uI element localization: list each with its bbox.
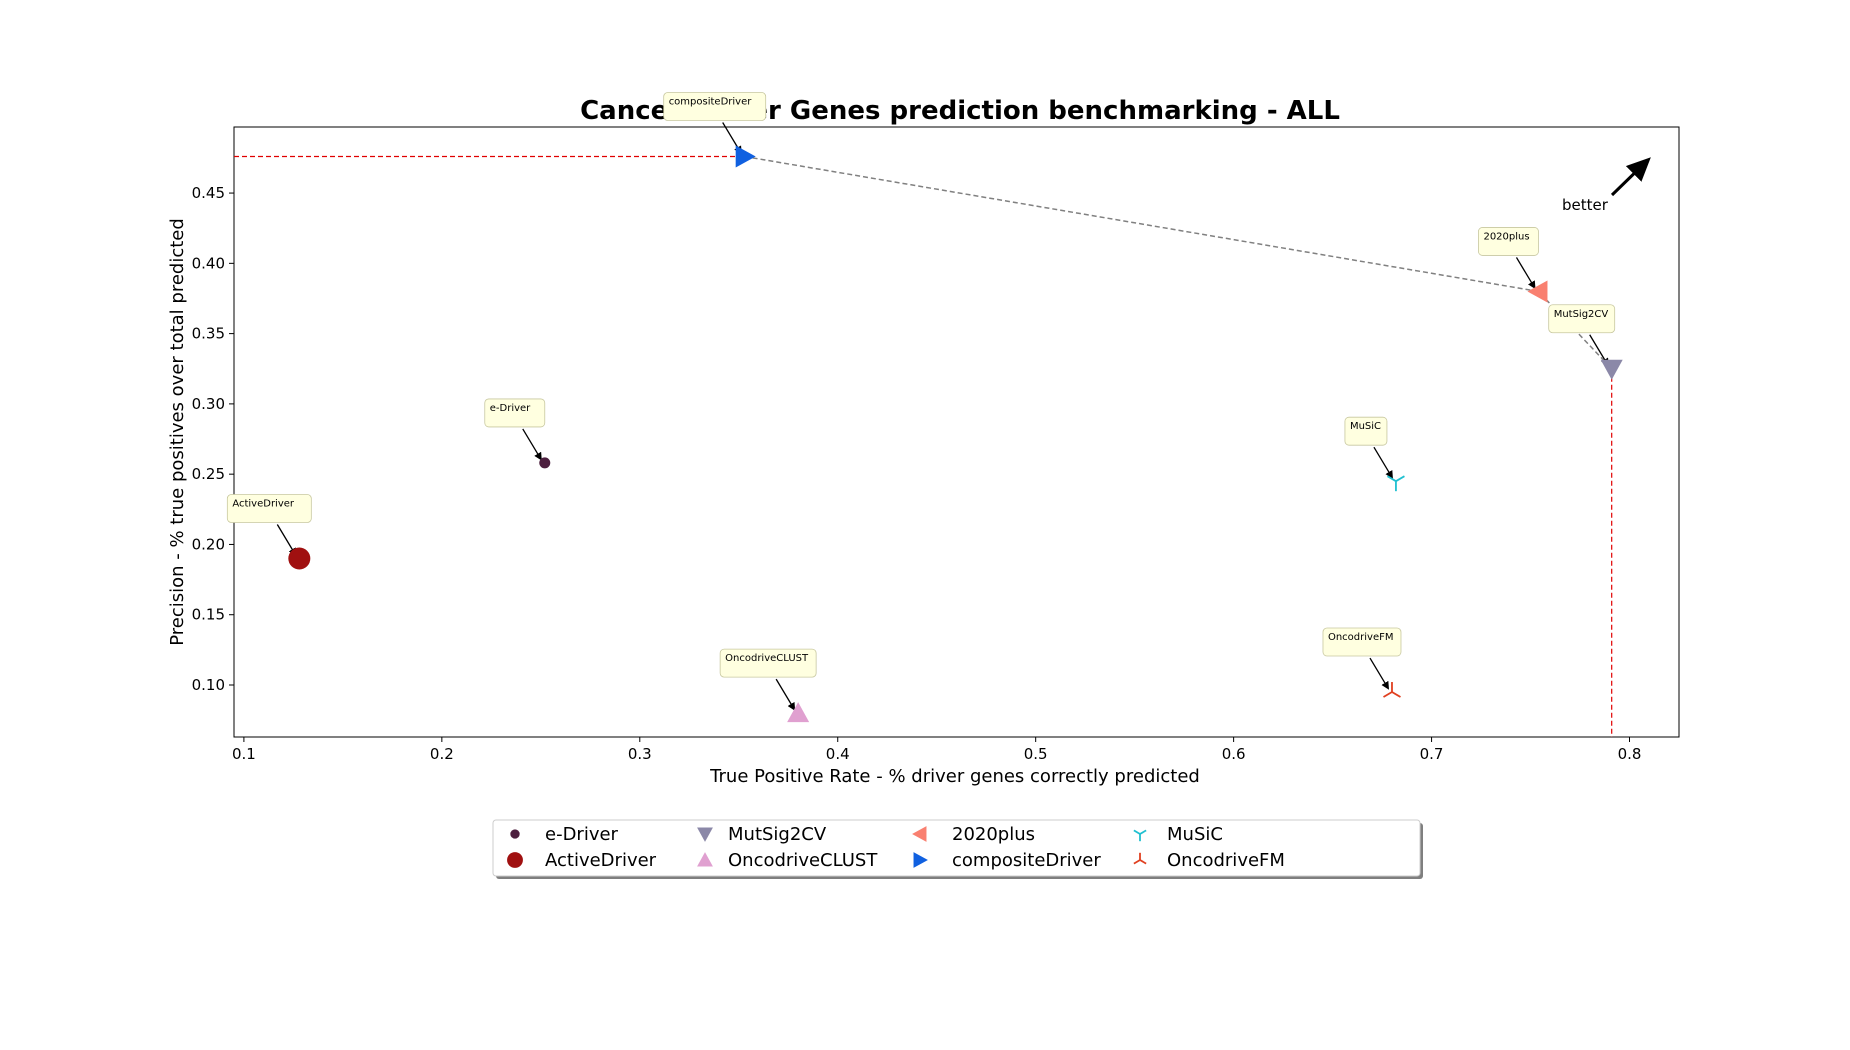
legend-item-oncodrivefm: OncodriveFM bbox=[1133, 850, 1285, 871]
legend-box bbox=[492, 819, 1421, 877]
x-axis-label: True Positive Rate - % driver genes corr… bbox=[709, 766, 1200, 787]
legend-marker-2020plus bbox=[912, 826, 927, 842]
y-tick-label: 0.10 bbox=[192, 676, 225, 694]
annotation-text: e-Driver bbox=[490, 403, 531, 414]
point-oncodrivefm bbox=[1383, 682, 1401, 698]
legend-marker-activedriver bbox=[507, 852, 523, 868]
x-tick-label: 0.7 bbox=[1420, 745, 1444, 763]
annotation-box bbox=[663, 92, 767, 121]
annotation-box bbox=[1344, 416, 1388, 446]
x-tick-label: 0.6 bbox=[1222, 745, 1246, 763]
x-tick-label: 0.2 bbox=[430, 745, 454, 763]
legend-label: 2020plus bbox=[952, 824, 1035, 845]
pareto-front-line bbox=[744, 155, 1613, 370]
legend-item-activedriver: ActiveDriver bbox=[507, 850, 657, 871]
point-compositedriver bbox=[735, 145, 756, 168]
annotation-arrow bbox=[1369, 657, 1390, 690]
annotation-music: MuSiC bbox=[1344, 416, 1393, 479]
point-oncodriveclust bbox=[787, 702, 810, 723]
better-arrow bbox=[1610, 157, 1651, 197]
guide-lines bbox=[234, 155, 1613, 737]
annotation-text: ActiveDriver bbox=[232, 498, 295, 509]
legend-label: ActiveDriver bbox=[545, 850, 657, 871]
annotation-arrow bbox=[1515, 257, 1536, 290]
y-tick-label: 0.25 bbox=[192, 465, 225, 483]
annotation-arrow bbox=[522, 428, 542, 461]
legend-item-music: MuSiC bbox=[1133, 824, 1223, 845]
annotation-activedriver: ActiveDriver bbox=[226, 494, 312, 557]
annotation-box bbox=[1322, 627, 1402, 657]
annotation-text: OncodriveFM bbox=[1328, 632, 1394, 643]
legend-label: OncodriveCLUST bbox=[728, 850, 878, 871]
x-tick-label: 0.5 bbox=[1024, 745, 1048, 763]
legend-item-e-driver: e-Driver bbox=[510, 824, 619, 845]
annotation-text: 2020plus bbox=[1483, 231, 1529, 242]
legend-marker-music bbox=[1133, 829, 1147, 842]
legend-item-mutsig2cv: MutSig2CV bbox=[697, 824, 827, 845]
annotation-box bbox=[1548, 304, 1616, 334]
legend-item-2020plus: 2020plus bbox=[912, 824, 1035, 845]
annotation-arrow bbox=[1373, 446, 1393, 479]
annotation-oncodriveclust: OncodriveCLUST bbox=[719, 648, 817, 711]
point-activedriver bbox=[288, 547, 311, 570]
legend-label: OncodriveFM bbox=[1167, 850, 1285, 871]
x-tick-label: 0.8 bbox=[1618, 745, 1642, 763]
y-tick-label: 0.30 bbox=[192, 395, 225, 413]
legend-label: MuSiC bbox=[1167, 824, 1223, 845]
x-tick-label: 0.3 bbox=[628, 745, 652, 763]
annotation-e-driver: e-Driver bbox=[484, 398, 546, 461]
plot-area-frame bbox=[233, 126, 1680, 738]
legend-marker-oncodrivefm bbox=[1133, 852, 1147, 865]
legend-label: compositeDriver bbox=[952, 850, 1101, 871]
y-tick-label: 0.40 bbox=[192, 254, 225, 272]
legend-label: e-Driver bbox=[545, 824, 619, 845]
annotation-box bbox=[484, 398, 546, 428]
data-points bbox=[288, 145, 1623, 723]
legend-item-compositedriver: compositeDriver bbox=[913, 850, 1101, 871]
annotation-text: MuSiC bbox=[1350, 421, 1381, 432]
annotation-text: compositeDriver bbox=[669, 97, 753, 108]
y-tick-label: 0.45 bbox=[192, 184, 225, 202]
annotation-arrow bbox=[276, 524, 297, 557]
legend-marker-compositedriver bbox=[913, 852, 928, 868]
y-tick-label: 0.15 bbox=[192, 606, 225, 624]
x-axis-ticks: 0.1 0.2 0.3 0.4 0.5 0.6 0.7 0.8 bbox=[232, 737, 1641, 763]
better-label: better bbox=[1562, 196, 1609, 214]
annotation-oncodrivefm: OncodriveFM bbox=[1322, 627, 1402, 690]
x-tick-label: 0.1 bbox=[232, 745, 256, 763]
annotation-box bbox=[719, 648, 817, 678]
y-tick-label: 0.20 bbox=[192, 535, 225, 553]
legend-marker-mutsig2cv bbox=[697, 827, 713, 842]
point-e-driver bbox=[539, 457, 551, 469]
legend-label: MutSig2CV bbox=[728, 824, 827, 845]
x-tick-label: 0.4 bbox=[826, 745, 850, 763]
annotation-text: MutSig2CV bbox=[1554, 309, 1609, 320]
annotation-mutsig2cv: MutSig2CV bbox=[1548, 304, 1616, 367]
annotation-box bbox=[1478, 227, 1539, 256]
annotation-2020plus: 2020plus bbox=[1478, 227, 1539, 290]
annotation-text: OncodriveCLUST bbox=[725, 653, 809, 664]
point-music bbox=[1386, 475, 1405, 492]
annotation-arrow bbox=[775, 678, 796, 711]
point-annotations: e-Driver ActiveDriver MutSig2CV OncodriveCL… bbox=[226, 92, 1616, 711]
y-tick-label: 0.35 bbox=[192, 325, 225, 343]
legend: e-Driver ActiveDriver MutSig2CV OncodriveCL… bbox=[492, 819, 1423, 879]
y-axis-ticks: 0.10 0.15 0.20 0.25 0.30 0.35 0.40 0.45 bbox=[192, 184, 234, 694]
legend-marker-oncodriveclust bbox=[697, 852, 713, 867]
legend-item-oncodriveclust: OncodriveCLUST bbox=[697, 850, 878, 871]
point-2020plus bbox=[1527, 280, 1548, 303]
legend-marker-e-driver bbox=[510, 829, 520, 839]
annotation-box bbox=[226, 494, 312, 523]
point-mutsig2cv bbox=[1600, 359, 1623, 380]
y-axis-label: Precision - % true positives over total … bbox=[167, 218, 188, 646]
